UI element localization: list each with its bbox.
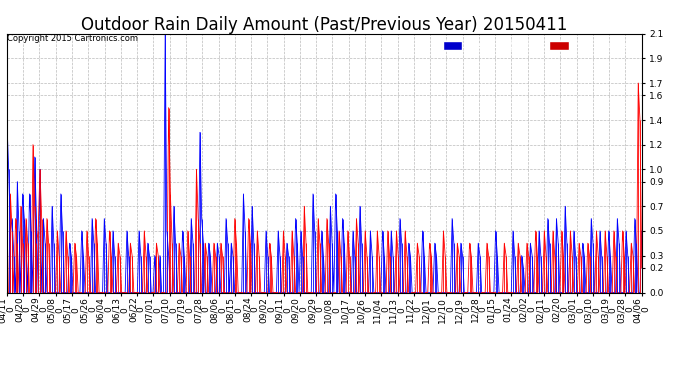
Title: Outdoor Rain Daily Amount (Past/Previous Year) 20150411: Outdoor Rain Daily Amount (Past/Previous…: [81, 16, 567, 34]
Legend: Previous (Inches), Past (Inches): Previous (Inches), Past (Inches): [441, 39, 637, 53]
Text: Copyright 2015 Cartronics.com: Copyright 2015 Cartronics.com: [7, 34, 138, 43]
